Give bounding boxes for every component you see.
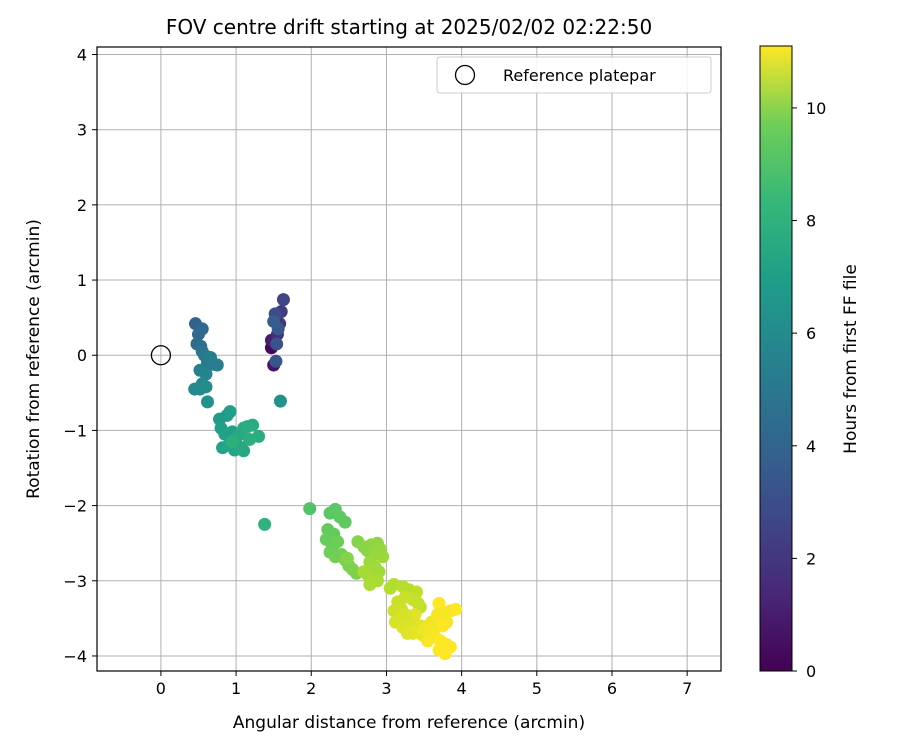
y-tick-label: 2 — [77, 196, 87, 215]
x-tick-label: 2 — [306, 679, 316, 698]
x-tick-label: 7 — [682, 679, 692, 698]
scatter-point — [258, 517, 272, 531]
y-tick-label: −2 — [63, 497, 87, 516]
y-tick-label: 0 — [77, 346, 87, 365]
x-tick-label: 6 — [607, 679, 617, 698]
colorbar-tick-label: 6 — [806, 324, 816, 343]
chart-title: FOV centre drift starting at 2025/02/02 … — [166, 15, 652, 39]
reference-platepar-point — [150, 345, 172, 366]
legend: Reference platepar — [436, 56, 712, 94]
scatter-point — [276, 293, 290, 307]
scatter-point — [199, 367, 213, 381]
scatter-point — [204, 350, 218, 364]
scatter-point — [432, 596, 446, 610]
scatter-point — [357, 565, 371, 579]
scatter-point — [199, 380, 213, 394]
y-tick-label: −3 — [63, 572, 87, 591]
scatter-point — [338, 515, 352, 529]
x-tick-label: 4 — [457, 679, 467, 698]
scatter-point — [436, 619, 450, 633]
x-axis-label: Angular distance from reference (arcmin) — [233, 713, 585, 733]
scatter-point — [340, 551, 354, 565]
scatter-point — [201, 395, 215, 409]
scatter-point — [267, 314, 281, 328]
x-tick-label: 3 — [381, 679, 391, 698]
reference-marker — [150, 345, 172, 366]
y-tick-label: −4 — [63, 647, 87, 666]
scatter-point — [400, 626, 414, 640]
colorbar-tick-label: 2 — [806, 549, 816, 568]
legend-open-circle-icon — [454, 64, 476, 86]
scatter-point — [252, 429, 266, 443]
colorbar-tick-label: 4 — [806, 437, 816, 456]
scatter-point — [223, 405, 237, 419]
scatter-point — [269, 354, 283, 368]
colorbar: 0 2 4 6 8 10 Hours from first FF file — [759, 45, 861, 681]
scatter-point — [331, 535, 345, 549]
y-axis-label: Rotation from reference (arcmin) — [24, 219, 44, 499]
scatter-point — [398, 608, 412, 622]
legend-entry: Reference platepar — [503, 66, 656, 85]
scatter-point — [443, 640, 457, 654]
plot-frame — [96, 46, 722, 672]
x-tick-label: 5 — [532, 679, 542, 698]
legend-box — [436, 56, 712, 94]
scatter-point — [237, 444, 251, 458]
y-tick-label: 1 — [77, 271, 87, 290]
scatter-point — [417, 623, 431, 637]
colorbar-label: Hours from first FF file — [841, 264, 861, 454]
scatter-point — [449, 602, 463, 616]
y-axis-ticks: −4 −3 −2 −1 0 1 2 3 4 — [63, 46, 97, 666]
y-tick-label: −1 — [63, 421, 87, 440]
scatter-point — [370, 574, 384, 588]
scatter-point — [225, 435, 239, 449]
data-points — [188, 293, 463, 661]
colorbar-tick-label: 8 — [806, 212, 816, 231]
grid — [97, 47, 721, 671]
colorbar-tick-label: 10 — [806, 99, 826, 118]
scatter-point — [191, 327, 205, 341]
x-axis-ticks: 0 1 2 3 4 5 6 7 — [156, 671, 692, 698]
y-tick-label: 4 — [77, 46, 87, 65]
colorbar-tick-label: 0 — [806, 662, 816, 681]
x-tick-label: 1 — [231, 679, 241, 698]
colorbar-ticks: 0 2 4 6 8 10 — [792, 99, 826, 681]
scatter-point — [246, 418, 260, 432]
scatter-point — [408, 608, 422, 622]
scatter-point — [273, 394, 287, 408]
colorbar-gradient — [759, 45, 793, 672]
y-tick-label: 3 — [77, 121, 87, 140]
scatter-point — [376, 550, 390, 564]
scatter-point — [270, 337, 284, 351]
scatter-point — [421, 634, 435, 648]
scatter-point — [431, 608, 445, 622]
x-tick-label: 0 — [156, 679, 166, 698]
scatter-point — [303, 502, 317, 516]
